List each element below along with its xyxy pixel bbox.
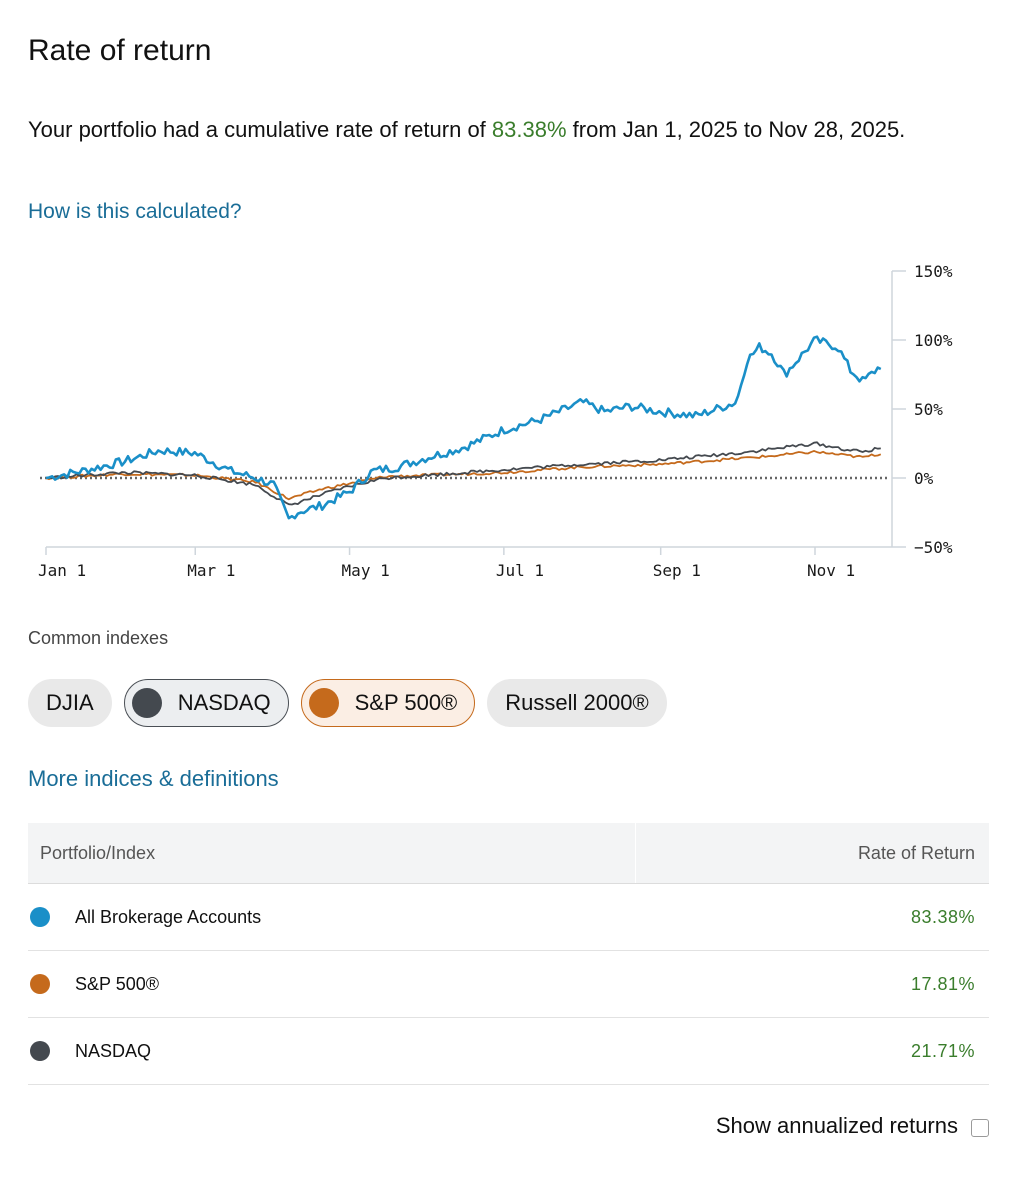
annualized-label: Show annualized returns [715, 1113, 958, 1138]
returns-table: Portfolio/Index Rate of Return All Broke… [28, 823, 989, 1085]
row-value: 21.71% [910, 1040, 975, 1061]
return-chart: 150% 100% 50% 0% −50% Jan 1 Mar 1 May 1 Jul 1 Se… [38, 262, 953, 580]
y-tick-label: 50% [914, 400, 943, 419]
chart-x-axis: Jan 1 Mar 1 May 1 Jul 1 Sep 1 Nov 1 [38, 546, 892, 580]
series-dot-icon [30, 974, 50, 994]
table-row: S&P 500® 17.81% [28, 951, 989, 1018]
sp500-dot-icon [308, 688, 339, 718]
chart-y-axis: 150% 100% 50% 0% −50% [891, 262, 953, 557]
x-tick-label: May 1 [342, 561, 390, 580]
x-tick-label: Mar 1 [187, 561, 235, 580]
series-dot-icon [30, 1041, 50, 1061]
summary-suffix: from Jan 1, 2025 to Nov 28, 2025. [566, 117, 906, 142]
x-tick-label: Jan 1 [38, 561, 86, 580]
y-tick-label: 150% [914, 262, 953, 281]
header-portfolio-index: Portfolio/Index [40, 842, 156, 863]
return-summary: Your portfolio had a cumulative rate of … [28, 112, 988, 147]
row-value: 83.38% [910, 906, 975, 927]
chart-series [45, 335, 882, 520]
page-title: Rate of return [28, 34, 212, 67]
table-header: Portfolio/Index Rate of Return [28, 823, 989, 884]
chip-nasdaq[interactable]: NASDAQ [123, 679, 289, 727]
chip-label: NASDAQ [177, 690, 271, 715]
summary-return-pct: 83.38% [491, 117, 567, 142]
x-tick-label: Jul 1 [496, 561, 544, 580]
series-line-nasdaq [45, 441, 881, 506]
row-name: All Brokerage Accounts [75, 906, 262, 927]
chip-sp500[interactable]: S&P 500® [300, 679, 476, 727]
header-rate-of-return: Rate of Return [635, 823, 989, 883]
how-calculated-link[interactable]: How is this calculated? [28, 200, 242, 223]
series-dot-icon [30, 907, 50, 927]
chip-label: Russell 2000® [505, 690, 649, 715]
chip-label: S&P 500® [354, 690, 458, 715]
annualized-returns-toggle[interactable]: Show annualized returns [716, 1113, 989, 1139]
row-value: 17.81% [910, 973, 975, 994]
table-row: All Brokerage Accounts 83.38% [28, 884, 989, 951]
row-name: S&P 500® [75, 973, 159, 994]
nasdaq-dot-icon [131, 688, 162, 718]
y-tick-label: −50% [914, 538, 953, 557]
index-chips: DJIA NASDAQ S&P 500® Russell 2000® [28, 679, 667, 727]
table-row: NASDAQ 21.71% [28, 1018, 989, 1085]
series-line-brokerage [45, 335, 882, 520]
annualized-checkbox[interactable] [971, 1119, 989, 1137]
chip-russell-2000[interactable]: Russell 2000® [487, 679, 667, 727]
common-indexes-label: Common indexes [28, 628, 169, 648]
more-indices-link[interactable]: More indices & definitions [28, 766, 279, 791]
y-tick-label: 100% [914, 331, 953, 350]
chip-djia[interactable]: DJIA [28, 679, 112, 727]
summary-prefix: Your portfolio had a cumulative rate of … [28, 117, 492, 142]
row-name: NASDAQ [75, 1040, 152, 1061]
chip-label: DJIA [46, 690, 94, 715]
x-tick-label: Sep 1 [653, 561, 701, 580]
x-tick-label: Nov 1 [807, 561, 855, 580]
y-tick-label: 0% [914, 469, 934, 488]
